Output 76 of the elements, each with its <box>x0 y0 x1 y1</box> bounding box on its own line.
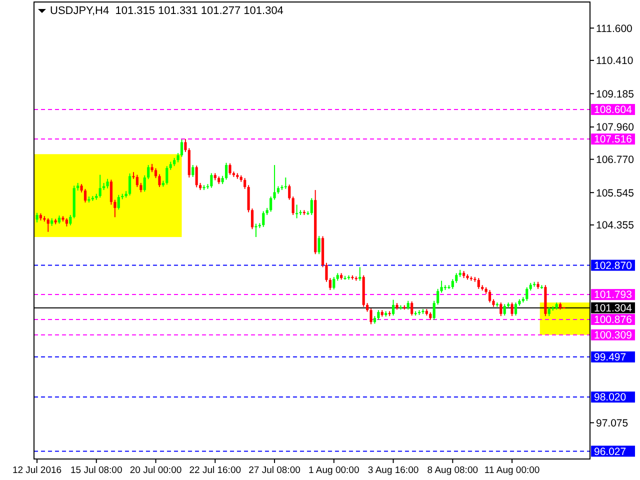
x-tick-label: 11 Aug 00:00 <box>484 465 540 476</box>
ref-line-label: 100.309 <box>594 330 632 342</box>
ref-line-label: 98.020 <box>594 392 626 404</box>
candlestick <box>36 212 38 223</box>
candlestick <box>477 278 480 290</box>
candlestick <box>526 286 528 302</box>
y-tick-label: 97.075 <box>596 417 628 430</box>
y-tick-label: 105.545 <box>596 187 634 200</box>
candlestick <box>288 184 291 200</box>
chart-title: USDJPY,H4 101.315 101.331 101.277 101.304 <box>50 5 284 17</box>
candlestick <box>392 299 395 316</box>
x-tick-label: 12 Jul 2016 <box>12 465 62 476</box>
candlestick <box>310 198 313 216</box>
candlestick <box>224 162 228 180</box>
x-tick-label: 15 Jul 08:00 <box>70 465 122 476</box>
candlestick <box>503 304 506 316</box>
candlestick <box>514 302 518 316</box>
y-tick-label: 104.355 <box>596 220 634 232</box>
candlestick <box>184 138 187 152</box>
candlestick <box>143 174 146 192</box>
candlestick <box>510 302 514 317</box>
candlestick <box>106 178 109 189</box>
candlestick <box>69 214 72 226</box>
ref-line-label: 108.604 <box>594 104 632 116</box>
ref-line-label: 102.870 <box>594 260 632 272</box>
y-tick-label: 110.410 <box>596 55 634 68</box>
ref-line-label: 101.793 <box>594 289 632 302</box>
ref-line-label: 96.027 <box>594 446 626 458</box>
ref-line-label: 100.876 <box>594 314 632 326</box>
candlestick <box>262 210 265 228</box>
candlestick <box>114 199 116 218</box>
candlestick <box>140 182 142 193</box>
candlestick <box>410 300 414 316</box>
candlestick <box>455 272 458 284</box>
candlestick <box>451 278 454 290</box>
ref-line-label: 107.516 <box>594 134 632 146</box>
x-tick-label: 1 Aug 00:00 <box>308 465 360 476</box>
candlestick <box>147 164 150 180</box>
candlestick <box>254 223 258 238</box>
candlestick <box>377 310 380 320</box>
y-tick-label: 109.185 <box>596 88 634 100</box>
candlestick <box>436 288 440 306</box>
candlestick <box>128 172 132 196</box>
candlestick <box>228 162 232 176</box>
candlestick <box>358 266 362 282</box>
y-tick-label: 107.960 <box>596 122 634 134</box>
ref-line-label: 101.304 <box>594 302 632 314</box>
ref-line-label: 99.497 <box>594 352 626 364</box>
candlestick <box>98 174 102 198</box>
candlestick <box>46 218 50 232</box>
candlestick <box>210 172 213 188</box>
x-tick-label: 27 Jul 08:00 <box>248 465 300 476</box>
candlestick <box>84 188 87 204</box>
candlestick <box>136 174 139 188</box>
candlestick <box>192 164 194 178</box>
candlestick <box>166 166 168 186</box>
candlestick <box>117 194 120 210</box>
candlestick <box>270 196 272 212</box>
x-tick-label: 8 Aug 08:00 <box>427 465 478 476</box>
candlestick <box>110 179 113 206</box>
candlestick <box>180 138 184 158</box>
y-tick-label: 111.600 <box>596 22 633 35</box>
candlestick <box>295 204 298 219</box>
candlestick <box>195 165 198 188</box>
x-tick-label: 22 Jul 16:00 <box>189 465 242 476</box>
candlestick <box>250 208 254 230</box>
candlestick <box>432 300 436 320</box>
candlestick <box>500 302 502 317</box>
candlestick <box>332 276 336 290</box>
candlestick <box>318 235 320 255</box>
candlestick <box>284 177 287 190</box>
y-tick-label: 106.770 <box>596 154 634 166</box>
x-tick-label: 20 Jul 00:00 <box>130 465 182 476</box>
candlestick <box>488 290 492 303</box>
x-tick-label: 3 Aug 16:00 <box>368 465 419 476</box>
candlestick <box>292 196 294 216</box>
